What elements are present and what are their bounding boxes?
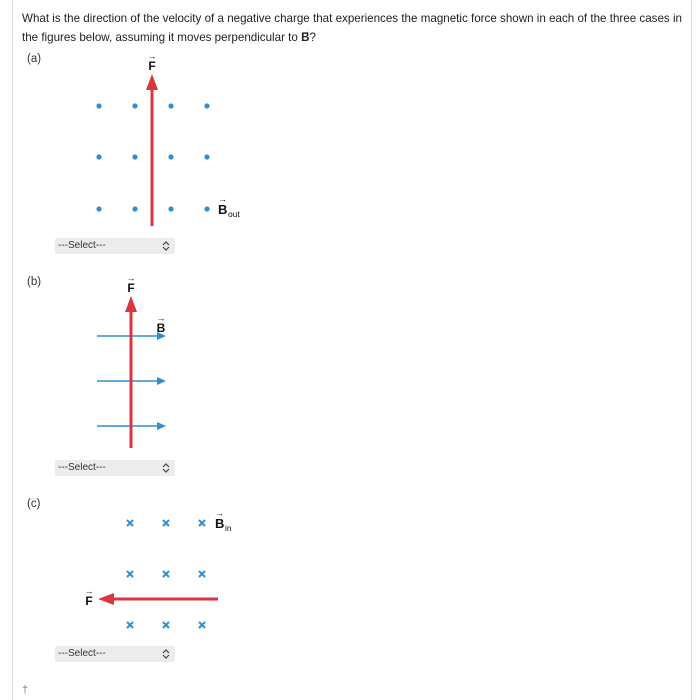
svg-text:→: → <box>157 313 166 323</box>
question-text: What is the direction of the velocity of… <box>22 12 682 44</box>
content-frame <box>12 0 692 700</box>
part-c-label: (c) <box>27 498 41 510</box>
b-vector-symbol: → B <box>301 26 311 44</box>
svg-text:→: → <box>85 586 94 596</box>
svg-text:→: → <box>148 51 157 61</box>
svg-text:out: out <box>228 209 240 219</box>
svg-text:B: B <box>218 202 227 217</box>
force-label-b: F <box>127 281 134 295</box>
svg-text:→: → <box>127 273 136 283</box>
footnote-dagger[interactable]: † <box>22 684 29 696</box>
part-a-label: (a) <box>27 53 42 65</box>
force-arrow-a <box>146 74 158 226</box>
field-label-a: B → out <box>218 194 240 219</box>
velocity-select-c[interactable]: ---Select--- <box>55 646 175 662</box>
force-arrow-b <box>125 296 137 448</box>
velocity-select-b[interactable]: ---Select--- <box>55 460 175 476</box>
chevron-updown-icon <box>162 649 170 659</box>
chevron-updown-icon <box>162 463 170 473</box>
svg-text:in: in <box>225 523 232 533</box>
field-crosses-in <box>126 519 206 629</box>
force-label-a: F <box>148 59 155 73</box>
force-label-c: F <box>85 594 92 608</box>
svg-text:→: → <box>215 508 224 518</box>
chevron-updown-icon <box>162 241 170 251</box>
field-label-c: B → in <box>215 508 232 533</box>
field-dots-out <box>96 103 210 212</box>
svg-text:→: → <box>218 194 227 204</box>
field-lines-right <box>97 332 166 430</box>
svg-text:B: B <box>215 516 224 531</box>
velocity-select-a[interactable]: ---Select--- <box>55 238 175 254</box>
part-b-label: (b) <box>27 276 42 288</box>
force-arrow-c <box>98 593 218 605</box>
field-label-b: B <box>157 321 166 335</box>
